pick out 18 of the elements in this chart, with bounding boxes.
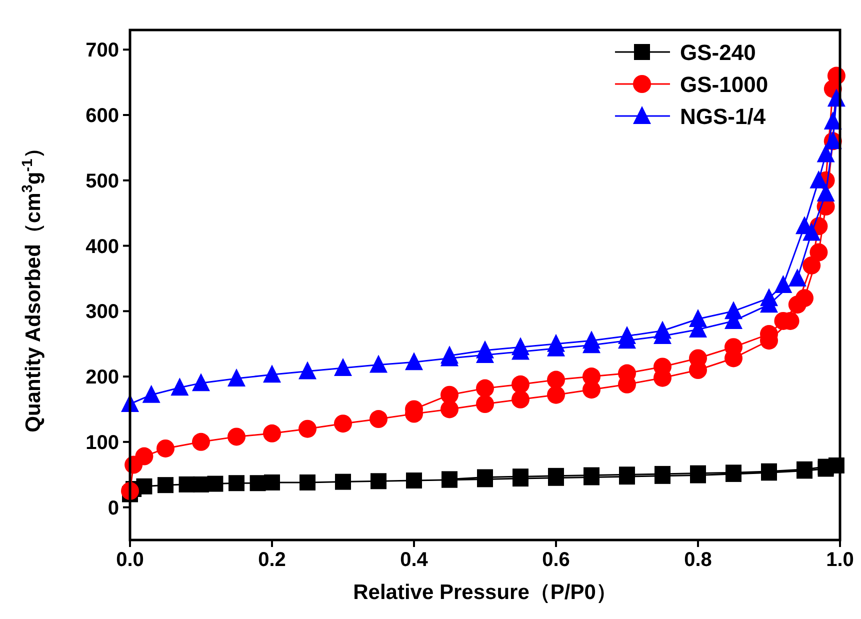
y-tick-label: 100 [86,432,119,454]
x-tick-label: 0.8 [684,549,712,571]
y-tick-label: 500 [86,170,119,192]
x-tick-label: 1.0 [826,549,854,571]
y-tick-label: 400 [86,236,119,258]
x-tick-label: 0.6 [542,549,570,571]
y-tick-label: 700 [86,40,119,62]
y-tick-label: 0 [108,497,119,520]
legend-label: GS-1000 [680,72,768,97]
x-tick-label: 0.4 [400,549,429,571]
x-tick-label: 0.2 [258,549,286,571]
x-axis-title: Relative Pressure（P/P0） [353,581,617,604]
y-tick-label: 600 [86,105,119,127]
legend-label: NGS-1/4 [680,104,766,129]
y-tick-label: 300 [86,301,119,324]
legend-label: GS-240 [680,40,756,65]
x-tick-label: 0.0 [116,549,144,571]
y-tick-label: 200 [86,366,119,389]
